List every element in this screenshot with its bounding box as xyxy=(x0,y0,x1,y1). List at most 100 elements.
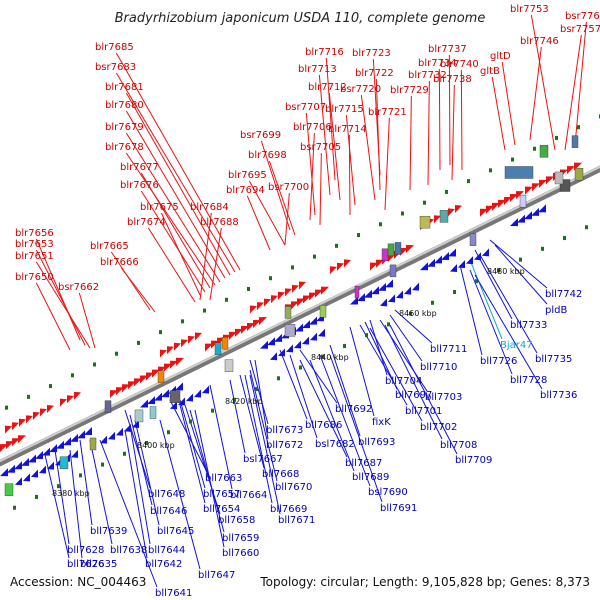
reverse-gene-label[interactable]: bll7644 xyxy=(148,545,185,556)
forward-gene-label[interactable]: gltB xyxy=(480,66,500,77)
forward-gene-label[interactable]: bsr7760 xyxy=(565,11,600,22)
reverse-gene-label[interactable]: bll7733 xyxy=(510,320,547,331)
forward-gene-label[interactable]: bsr7699 xyxy=(240,130,281,141)
forward-gene-label[interactable]: blr7651 xyxy=(15,251,54,262)
reverse-gene-label[interactable]: bll7646 xyxy=(150,506,187,517)
reverse-gene-label[interactable]: bll7642 xyxy=(145,559,182,570)
forward-gene-label[interactable]: blr7677 xyxy=(120,162,159,173)
reverse-gene-label[interactable]: bll7669 xyxy=(270,504,307,515)
forward-gene-label[interactable]: blr7721 xyxy=(368,107,407,118)
reverse-gene-label[interactable]: bll7736 xyxy=(540,390,577,401)
forward-gene-label[interactable]: blr7665 xyxy=(90,241,129,252)
forward-gene-label[interactable]: bsr7757 xyxy=(560,24,600,35)
reverse-gene-label[interactable]: bll7693 xyxy=(358,437,395,448)
reverse-gene-label[interactable]: bsl7682 xyxy=(315,439,355,450)
forward-gene-label[interactable]: bsr7700 xyxy=(268,182,309,193)
forward-gene-label[interactable]: blr7713 xyxy=(298,64,337,75)
reverse-gene-label[interactable]: bll7703 xyxy=(425,392,462,403)
forward-gene-label[interactable]: blr7694 xyxy=(226,185,265,196)
reverse-gene-label[interactable]: bll7686 xyxy=(305,420,342,431)
forward-gene-label[interactable]: blr7714 xyxy=(328,124,367,135)
forward-gene-label[interactable]: blr7685 xyxy=(95,42,134,53)
forward-gene-label[interactable]: blr7716 xyxy=(305,47,344,58)
reverse-gene-label[interactable]: bll7728 xyxy=(510,375,547,386)
forward-gene-label[interactable]: bsr7705 xyxy=(300,142,341,153)
reverse-gene-label[interactable]: bll7689 xyxy=(352,472,389,483)
reverse-gene-label[interactable]: bll7708 xyxy=(440,440,477,451)
reverse-gene-label[interactable]: bll7704 xyxy=(385,376,422,387)
forward-gene-label[interactable]: blr7695 xyxy=(228,170,267,181)
reverse-gene-label[interactable]: bll7710 xyxy=(420,362,457,373)
forward-gene-label[interactable]: bsr7662 xyxy=(58,282,99,293)
forward-gene-label[interactable]: blr7653 xyxy=(15,239,54,250)
reverse-gene-label[interactable]: bll7648 xyxy=(148,489,185,500)
reverse-gene-label[interactable]: bll7701 xyxy=(405,406,442,417)
reverse-gene-label[interactable]: pldB xyxy=(545,305,567,316)
reverse-gene-label[interactable]: bll7635 xyxy=(80,559,117,570)
reverse-gene-label[interactable]: bll7742 xyxy=(545,289,582,300)
forward-gene-label[interactable]: blr7740 xyxy=(440,59,479,70)
forward-gene-label[interactable]: blr7674 xyxy=(127,217,166,228)
forward-gene-label[interactable]: blr7676 xyxy=(120,180,159,191)
reverse-gene-label[interactable]: bll7654 xyxy=(203,504,240,515)
reverse-gene-label[interactable]: bll7687 xyxy=(345,458,382,469)
reverse-gene-label[interactable]: bll7673 xyxy=(266,425,303,436)
forward-gene-label[interactable]: blr7698 xyxy=(248,150,287,161)
reverse-gene-label[interactable]: bll7641 xyxy=(155,588,192,599)
forward-gene-label[interactable]: blr7738 xyxy=(433,74,472,85)
forward-gene-label[interactable]: blr7679 xyxy=(105,122,144,133)
reverse-gene-label[interactable]: bll7647 xyxy=(198,570,235,581)
forward-gene-label[interactable]: blr7715 xyxy=(325,104,364,115)
reverse-gene-label[interactable]: bll7639 xyxy=(90,526,127,537)
forward-gene-label[interactable]: blr7681 xyxy=(105,82,144,93)
reverse-gene-label[interactable]: bll7671 xyxy=(278,515,315,526)
forward-gene-label[interactable]: blr7675 xyxy=(140,202,179,213)
forward-gene-label[interactable]: blr7656 xyxy=(15,228,54,239)
forward-gene-label[interactable]: blr7666 xyxy=(100,257,139,268)
reverse-gene-label[interactable]: bll7663 xyxy=(205,473,242,484)
forward-gene-label[interactable]: blr7746 xyxy=(520,36,559,47)
reverse-gene-label[interactable]: bll7626 xyxy=(67,559,104,570)
forward-gene-label[interactable]: bsr7683 xyxy=(95,62,136,73)
forward-gene-label[interactable]: blr7734 xyxy=(418,58,457,69)
reverse-gene-label[interactable]: bll7702 xyxy=(420,422,457,433)
forward-gene-label[interactable]: bsr7720 xyxy=(340,84,381,95)
reverse-gene-label[interactable]: bll7668 xyxy=(262,469,299,480)
reverse-gene-label[interactable]: bll7628 xyxy=(67,545,104,556)
forward-gene-label[interactable]: blr7684 xyxy=(190,202,229,213)
reverse-gene-label[interactable]: bll7692 xyxy=(335,404,372,415)
reverse-gene-label[interactable]: bll7657 xyxy=(203,489,240,500)
reverse-gene-label[interactable]: bll7735 xyxy=(535,354,572,365)
reverse-gene-label[interactable]: bll7659 xyxy=(222,533,259,544)
reverse-gene-label[interactable]: bll7672 xyxy=(266,440,303,451)
forward-gene-label[interactable]: blr7688 xyxy=(200,217,239,228)
forward-gene-label[interactable]: gltD xyxy=(490,51,511,62)
forward-gene-label[interactable]: blr7729 xyxy=(390,85,429,96)
forward-gene-label[interactable]: blr7706 xyxy=(293,122,332,133)
reverse-gene-label[interactable]: bsl7667 xyxy=(243,454,283,465)
reverse-gene-label[interactable]: Bjar47 xyxy=(500,340,533,351)
reverse-gene-label[interactable]: bll7711 xyxy=(430,344,467,355)
forward-gene-label[interactable]: blr7732 xyxy=(408,70,447,81)
forward-gene-label[interactable]: blr7722 xyxy=(355,68,394,79)
reverse-gene-label[interactable]: bll7660 xyxy=(222,548,259,559)
forward-gene-label[interactable]: blr7753 xyxy=(510,4,549,15)
forward-gene-label[interactable]: blr7723 xyxy=(352,48,391,59)
reverse-gene-label[interactable]: bll7664 xyxy=(230,490,267,501)
reverse-gene-label[interactable]: bll7709 xyxy=(455,455,492,466)
reverse-gene-label[interactable]: bll7658 xyxy=(218,515,255,526)
reverse-gene-label[interactable]: bll7670 xyxy=(275,482,312,493)
forward-gene-label[interactable]: blr7650 xyxy=(15,272,54,283)
reverse-gene-label[interactable]: fixK xyxy=(372,417,391,428)
forward-gene-label[interactable]: blr7678 xyxy=(105,142,144,153)
reverse-gene-label[interactable]: bll7726 xyxy=(480,356,517,367)
forward-gene-label[interactable]: blr7680 xyxy=(105,100,144,111)
reverse-gene-label[interactable]: bll7691 xyxy=(380,503,417,514)
forward-gene-label[interactable]: blr7737 xyxy=(428,44,467,55)
reverse-gene-label[interactable]: bll7645 xyxy=(157,526,194,537)
reverse-gene-label[interactable]: bsl7690 xyxy=(368,487,408,498)
reverse-gene-label[interactable]: bll7638 xyxy=(110,545,147,556)
forward-gene-label[interactable]: blr7712 xyxy=(308,82,347,93)
forward-gene-label[interactable]: bsr7707 xyxy=(285,102,326,113)
